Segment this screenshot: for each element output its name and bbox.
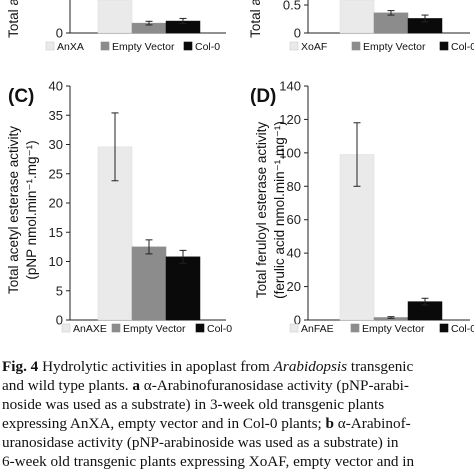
legend-swatch (45, 41, 55, 51)
legend-swatch (350, 323, 360, 333)
y-tick-label: 60 (287, 212, 301, 227)
caption-text: α-Arabinof- (333, 415, 411, 432)
panel-label: (C) (8, 86, 34, 107)
y-tick-label: 40 (287, 246, 301, 261)
caption-text: α-Arabinofuranosidase activity (pNP-arab… (139, 377, 409, 394)
legend-label: Col-0 (451, 323, 474, 335)
caption-text: noside was used as a substrate) in 3-wee… (2, 396, 385, 413)
y-tick-label: 0.5 (283, 0, 301, 13)
legend-label: Col-0 (207, 323, 232, 335)
caption-line-6: 6-week old transgenic plants expressing … (2, 452, 474, 471)
caption-panel-ref: a (132, 377, 140, 394)
y-axis-title: Total acetyl esterase activity (6, 126, 21, 294)
legend-swatch (183, 41, 193, 51)
caption-text: Hydrolytic activities in apoplast from (38, 358, 274, 375)
legend-swatch (100, 41, 110, 51)
y-axis-title: Total a (248, 0, 263, 38)
legend-label: Empty Vector (363, 41, 426, 53)
y-axis-title: Total a (6, 0, 21, 38)
y-tick-label: 40 (49, 79, 63, 94)
legend-swatch (111, 323, 121, 333)
y-tick-label: 30 (49, 137, 63, 152)
y-tick-label: 80 (287, 179, 301, 194)
y-tick-label: 20 (49, 196, 63, 211)
caption-line-1: Fig. 4 Hydrolytic activities in apoplast… (2, 357, 474, 376)
y-axis-unit: (ferulic acid nmol.min⁻¹.mg⁻¹) (272, 121, 287, 299)
panel-C: (C) 0 5 10 15 20 25 30 35 40 Total acetyl esterase… (6, 79, 232, 336)
bar-col-0 (165, 256, 201, 321)
y-tick-label: 5 (56, 283, 63, 298)
legend-swatch (439, 41, 449, 51)
figure-caption: Fig. 4 Hydrolytic activities in apoplast… (2, 357, 474, 471)
caption-text: transgenic (347, 358, 414, 375)
bar-anxa (97, 0, 133, 34)
legend-label: Empty Vector (362, 323, 425, 335)
legend-swatch (195, 323, 205, 333)
bar-xoaf (339, 0, 375, 34)
bar-empty-vector (131, 246, 167, 321)
legend-swatch (61, 323, 71, 333)
y-tick-label: 0 (56, 313, 63, 328)
caption-species: Arabidopsis (273, 358, 348, 375)
y-tick-label: 35 (49, 108, 63, 123)
legend-label: Col-0 (195, 41, 220, 53)
caption-line-3: noside was used as a substrate) in 3-wee… (2, 395, 474, 414)
y-axis-unit: (pNP nmol.min⁻¹.mg⁻¹) (24, 140, 39, 279)
legend-label: Empty Vector (112, 41, 175, 53)
y-tick-label: 10 (49, 254, 63, 269)
y-tick-label: 15 (49, 225, 63, 240)
legend-label: AnXA (57, 41, 84, 53)
y-tick-label: 25 (49, 166, 63, 181)
caption-text: uranosidase activity (pNP-arabinoside wa… (2, 434, 399, 451)
caption-line-5: uranosidase activity (pNP-arabinoside wa… (2, 433, 474, 452)
legend-swatch (439, 323, 449, 333)
caption-fig-label: Fig. 4 (2, 358, 39, 375)
caption-line-2: and wild type plants. a α-Arabinofuranos… (2, 376, 474, 395)
panel-label: (D) (250, 86, 276, 107)
bar-empty-vector (373, 12, 409, 34)
caption-text: expressing AnXA, empty vector and in Col… (2, 415, 326, 432)
legend-label: Empty Vector (123, 323, 186, 335)
legend-swatch (289, 41, 299, 51)
y-axis-title: Total feruloyl esterase activity (254, 122, 269, 299)
caption-text: and wild type plants. (2, 377, 133, 394)
y-tick-label: 0 (294, 26, 301, 41)
legend-label: Col-0 (451, 41, 474, 53)
legend-label: XoAF (301, 41, 327, 53)
y-tick-label: 0 (56, 26, 63, 41)
legend-swatch (351, 41, 361, 51)
y-tick-label: 100 (279, 145, 301, 160)
y-tick-label: 120 (279, 112, 301, 127)
legend-label: AnFAE (301, 323, 334, 335)
panel-D: (D) 0 20 40 60 80 100 120 140 Total feruloyl este… (250, 79, 474, 336)
caption-panel-ref: b (325, 415, 334, 432)
caption-line-4: expressing AnXA, empty vector and in Col… (2, 414, 474, 433)
y-tick-label: 0 (294, 313, 301, 328)
caption-text: 6-week old transgenic plants expressing … (2, 453, 415, 470)
y-tick-label: 140 (279, 79, 301, 94)
y-tick-label: 20 (287, 279, 301, 294)
legend-swatch (289, 323, 299, 333)
legend-label: AnAXE (73, 323, 107, 335)
